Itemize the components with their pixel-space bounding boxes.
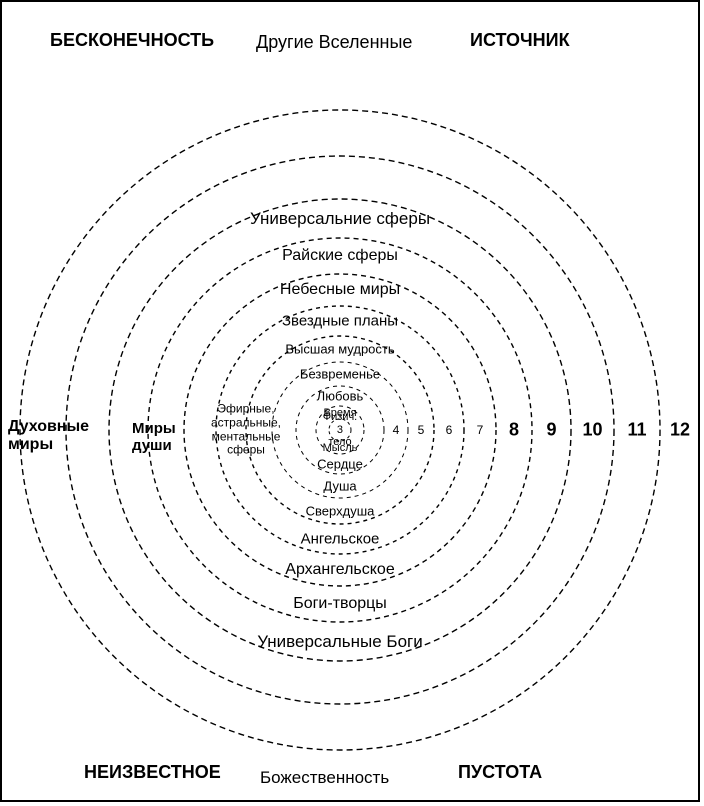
ring-number-8: 8 (509, 420, 519, 441)
ring-top-label-5: Звездные планы (282, 313, 398, 330)
ring-bottom-label-3: Душа (323, 479, 356, 494)
center-block: Физич. 3 тело (323, 411, 357, 449)
ring-number-9: 9 (546, 420, 556, 441)
ring-number-11: 11 (627, 420, 646, 441)
ring-bottom-label-4: Сверхдуша (306, 504, 375, 519)
ring-number-7: 7 (477, 423, 484, 437)
ring-number-5: 5 (418, 423, 425, 437)
label-left_outer: Духовные миры (8, 418, 89, 455)
label-bottom_center: Божественность (260, 768, 389, 788)
ring-number-12: 12 (670, 420, 690, 441)
diagram-frame: БЕСКОНЕЧНОСТЬ Другие Вселенные ИСТОЧНИК НЕИ… (0, 0, 700, 802)
ring-top-label-4: Высшая мудрость (285, 342, 394, 357)
label-top_center: Другие Вселенные (256, 32, 412, 53)
ring-top-label-7: Райские сферы (282, 247, 398, 265)
label-top_left: БЕСКОНЕЧНОСТЬ (50, 30, 214, 51)
ring-number-10: 10 (582, 420, 602, 441)
label-bottom_left: НЕИЗВЕСТНОЕ (84, 762, 221, 783)
ring-number-6: 6 (446, 423, 453, 437)
ring-top-label-2: Любовь (317, 389, 364, 404)
ring-bottom-label-5: Ангельское (301, 531, 380, 548)
ring-bottom-label-2: Сердце (317, 457, 363, 472)
label-top_right: ИСТОЧНИК (470, 30, 570, 51)
ring-top-label-3: Безвременье (300, 367, 380, 382)
ring-bottom-label-7: Боги-творцы (293, 595, 387, 613)
ring-top-label-6: Небесные миры (280, 281, 400, 299)
label-left_inner: Миры души (132, 420, 176, 455)
label-bottom_right: ПУСТОТА (458, 762, 542, 783)
ring-top-label-8: Универсальние сферы (250, 209, 430, 229)
ring-bottom-label-8: Универсальные Боги (257, 632, 423, 652)
left-center-block: Эфирные, астральные, ментальные сферы (211, 402, 281, 457)
ring-bottom-label-6: Архангельское (285, 561, 394, 579)
ring-number-4: 4 (393, 423, 400, 437)
